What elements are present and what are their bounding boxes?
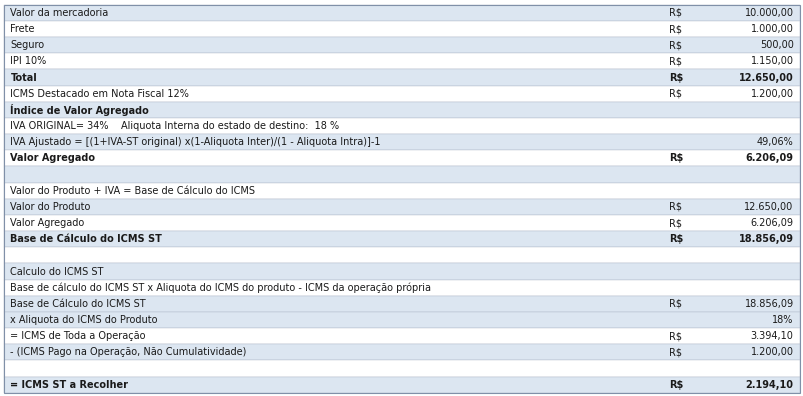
Text: 6.206,09: 6.206,09 — [750, 218, 793, 228]
Text: 12.650,00: 12.650,00 — [744, 202, 793, 212]
Bar — [4, 360, 799, 377]
Text: R$: R$ — [669, 56, 682, 67]
Text: 12.650,00: 12.650,00 — [738, 72, 793, 82]
Bar — [4, 37, 799, 53]
Text: x Aliquota do ICMS do Produto: x Aliquota do ICMS do Produto — [10, 315, 157, 325]
Bar — [4, 328, 799, 345]
Text: R$: R$ — [669, 72, 683, 82]
Text: Frete: Frete — [10, 24, 35, 34]
Text: Total: Total — [10, 72, 37, 82]
Text: Base de Cálculo do ICMS ST: Base de Cálculo do ICMS ST — [10, 299, 146, 309]
Text: Seguro: Seguro — [10, 40, 44, 50]
Text: Valor Agregado: Valor Agregado — [10, 218, 84, 228]
Text: 1.200,00: 1.200,00 — [750, 347, 793, 358]
Text: Valor da mercadoria: Valor da mercadoria — [10, 8, 108, 18]
Text: Valor do Produto + IVA = Base de Cálculo do ICMS: Valor do Produto + IVA = Base de Cálculo… — [10, 186, 255, 196]
Text: R$: R$ — [669, 299, 682, 309]
Text: - (ICMS Pago na Operação, Não Cumulatividade): - (ICMS Pago na Operação, Não Cumulativi… — [10, 347, 247, 358]
Bar — [4, 5, 799, 21]
Bar — [4, 231, 799, 247]
Text: R$: R$ — [669, 89, 682, 99]
Bar — [4, 166, 799, 183]
Bar — [4, 21, 799, 37]
Text: Base de cálculo do ICMS ST x Aliquota do ICMS do produto - ICMS da operação próp: Base de cálculo do ICMS ST x Aliquota do… — [10, 282, 431, 293]
Text: Valor do Produto: Valor do Produto — [10, 202, 91, 212]
Text: IPI 10%: IPI 10% — [10, 56, 47, 67]
Text: 2.194,10: 2.194,10 — [744, 380, 793, 390]
Text: 10.000,00: 10.000,00 — [744, 8, 793, 18]
Text: Calculo do ICMS ST: Calculo do ICMS ST — [10, 267, 104, 276]
Text: 18.856,09: 18.856,09 — [738, 234, 793, 244]
Bar — [4, 296, 799, 312]
Text: Índice de Valor Agregado: Índice de Valor Agregado — [10, 104, 149, 116]
Bar — [4, 263, 799, 280]
Bar — [4, 247, 799, 263]
Bar — [4, 53, 799, 69]
Text: R$: R$ — [669, 380, 683, 390]
Text: R$: R$ — [669, 153, 683, 164]
Bar — [4, 86, 799, 102]
Bar — [4, 150, 799, 166]
Bar — [4, 102, 799, 118]
Text: = ICMS de Toda a Operação: = ICMS de Toda a Operação — [10, 331, 145, 341]
Text: R$: R$ — [669, 40, 682, 50]
Text: 500,00: 500,00 — [759, 40, 793, 50]
Text: 1.000,00: 1.000,00 — [750, 24, 793, 34]
Text: 18.856,09: 18.856,09 — [744, 299, 793, 309]
Text: R$: R$ — [669, 347, 682, 358]
Text: 18%: 18% — [771, 315, 793, 325]
Text: 1.150,00: 1.150,00 — [750, 56, 793, 67]
Text: 6.206,09: 6.206,09 — [744, 153, 793, 164]
Text: 49,06%: 49,06% — [756, 137, 793, 147]
Text: ICMS Destacado em Nota Fiscal 12%: ICMS Destacado em Nota Fiscal 12% — [10, 89, 189, 99]
Text: 1.200,00: 1.200,00 — [750, 89, 793, 99]
Bar — [4, 215, 799, 231]
Text: R$: R$ — [669, 331, 682, 341]
Text: R$: R$ — [669, 218, 682, 228]
Bar — [4, 312, 799, 328]
Bar — [4, 377, 799, 393]
Bar — [4, 69, 799, 86]
Bar — [4, 183, 799, 199]
Text: R$: R$ — [669, 234, 683, 244]
Text: IVA Ajustado = [(1+IVA-ST original) x(1-Aliquota Inter)/(1 - Aliquota Intra)]-1: IVA Ajustado = [(1+IVA-ST original) x(1-… — [10, 137, 381, 147]
Text: 3.394,10: 3.394,10 — [750, 331, 793, 341]
Bar — [4, 118, 799, 134]
Text: R$: R$ — [669, 202, 682, 212]
Bar — [4, 134, 799, 150]
Text: Base de Cálculo do ICMS ST: Base de Cálculo do ICMS ST — [10, 234, 162, 244]
Bar — [4, 199, 799, 215]
Text: IVA ORIGINAL= 34%    Aliquota Interna do estado de destino:  18 %: IVA ORIGINAL= 34% Aliquota Interna do es… — [10, 121, 339, 131]
Text: Valor Agregado: Valor Agregado — [10, 153, 96, 164]
Bar — [4, 280, 799, 296]
Text: R$: R$ — [669, 24, 682, 34]
Text: R$: R$ — [669, 8, 682, 18]
Bar — [4, 344, 799, 360]
Text: = ICMS ST a Recolher: = ICMS ST a Recolher — [10, 380, 128, 390]
